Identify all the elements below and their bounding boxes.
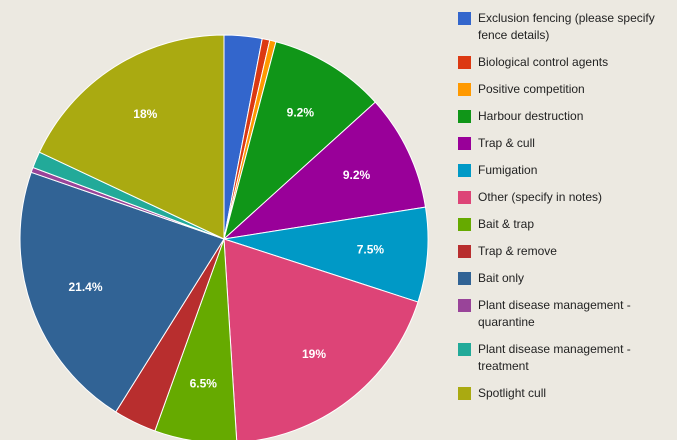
legend-label: Plant disease management - quarantine	[478, 298, 631, 329]
legend-item: Other (specify in notes)	[458, 189, 677, 206]
legend-item: Biological control agents	[458, 54, 677, 71]
legend-label: Positive competition	[478, 82, 585, 96]
legend-swatch	[458, 83, 471, 96]
pie-slice	[223, 238, 419, 440]
legend-item: Exclusion fencing (please specify fence …	[458, 10, 677, 44]
legend-swatch	[458, 137, 471, 150]
pie-slice	[38, 34, 225, 240]
legend-label: Exclusion fencing (please specify fence …	[478, 11, 655, 42]
data-label: 21.4%	[68, 280, 102, 294]
data-label: 18%	[133, 107, 157, 121]
legend-swatch	[458, 343, 471, 356]
legend-item: Trap & cull	[458, 135, 677, 152]
legend-label: Harbour destruction	[478, 109, 584, 123]
legend-label: Spotlight cull	[478, 386, 547, 400]
pie-slice	[223, 206, 429, 303]
legend-label: Plant disease management - treatment	[478, 342, 631, 373]
legend-item: Plant disease management - quarantine	[458, 297, 677, 331]
legend-swatch	[458, 191, 471, 204]
pie: 9.2% 9.2% 7.5% 19% 6.5% 21.4% 18%	[19, 34, 429, 440]
legend-item: Bait only	[458, 270, 677, 287]
legend-swatch	[458, 110, 471, 123]
legend-label: Bait & trap	[478, 217, 535, 231]
legend-item: Positive competition	[458, 81, 677, 98]
legend-item: Trap & remove	[458, 243, 677, 260]
data-label: 9.2%	[287, 106, 315, 120]
legend-item: Fumigation	[458, 162, 677, 179]
legend-swatch	[458, 387, 471, 400]
legend-item: Harbour destruction	[458, 108, 677, 125]
data-label: 19%	[302, 347, 326, 361]
legend-label: Trap & remove	[478, 244, 557, 258]
legend-label: Fumigation	[478, 163, 538, 177]
legend-label: Other (specify in notes)	[478, 190, 603, 204]
legend-swatch	[458, 164, 471, 177]
legend-label: Biological control agents	[478, 55, 609, 69]
legend-swatch	[458, 12, 471, 25]
legend-swatch	[458, 56, 471, 69]
legend-swatch	[458, 245, 471, 258]
legend-swatch	[458, 299, 471, 312]
data-label: 7.5%	[357, 243, 385, 257]
legend-item: Plant disease management - treatment	[458, 341, 677, 375]
legend: Exclusion fencing (please specify fence …	[458, 10, 677, 402]
legend-label: Bait only	[478, 271, 525, 285]
data-label: 9.2%	[343, 168, 371, 182]
data-label: 6.5%	[190, 377, 218, 391]
legend-swatch	[458, 218, 471, 231]
legend-label: Trap & cull	[478, 136, 535, 150]
legend-item: Spotlight cull	[458, 385, 677, 402]
pie-slice	[222, 101, 427, 240]
legend-item: Bait & trap	[458, 216, 677, 233]
legend-swatch	[458, 272, 471, 285]
pie-slice	[223, 41, 377, 241]
pie-slice	[19, 171, 225, 413]
